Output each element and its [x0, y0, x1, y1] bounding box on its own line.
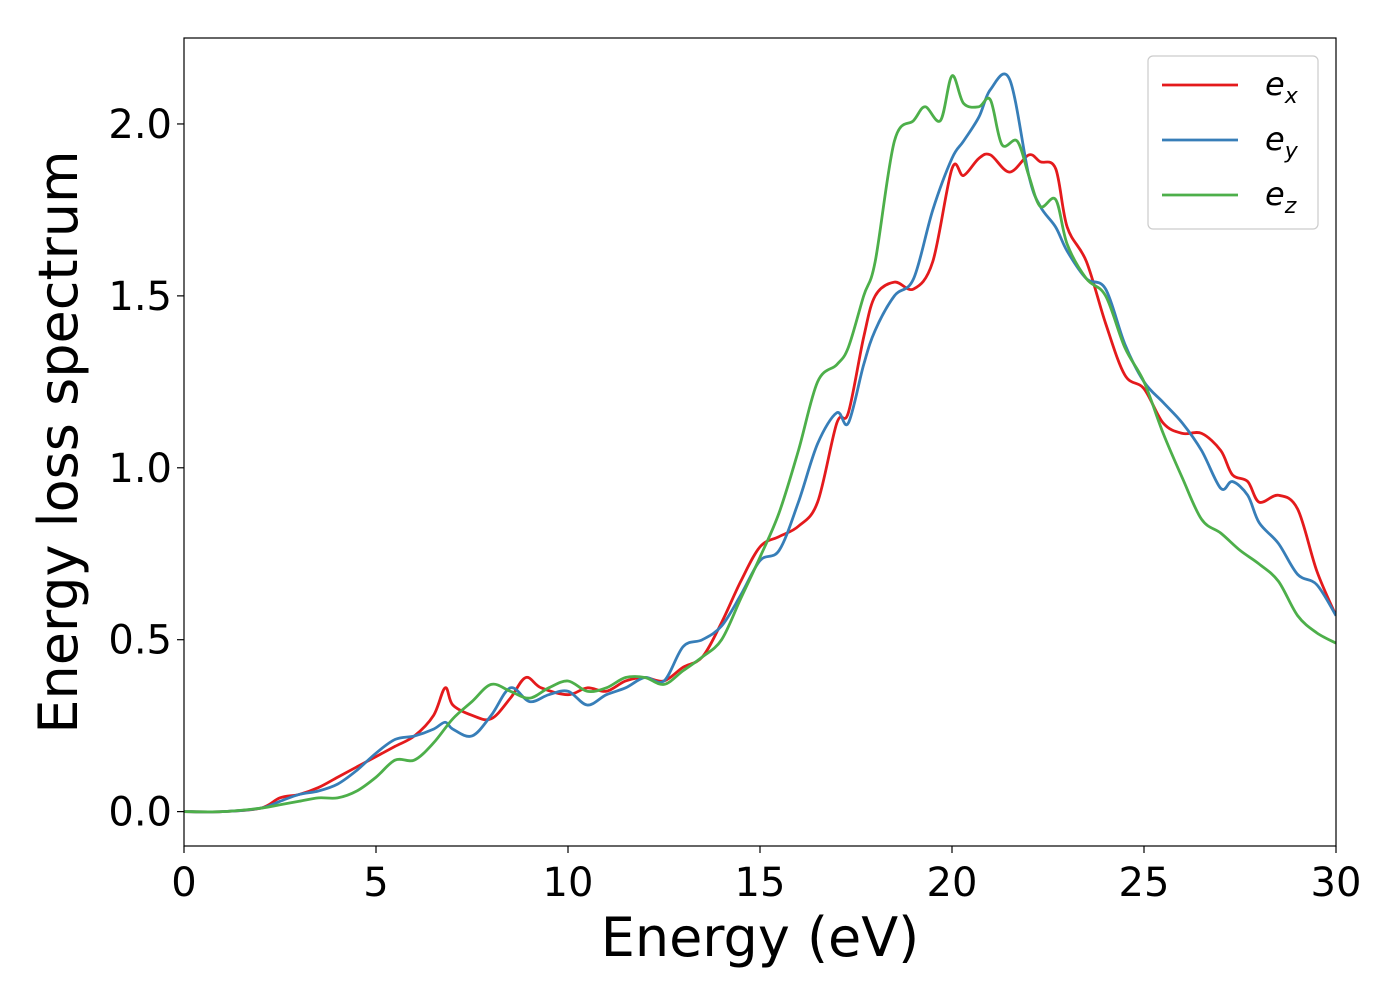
y-tick-label: 1.5	[108, 274, 172, 320]
y-tick-label: 2.0	[108, 102, 172, 148]
legend: ex ey ez	[1147, 55, 1319, 230]
y-tick-label: 0.5	[108, 618, 172, 664]
x-tick-label: 0	[171, 860, 196, 906]
x-axis-ticks: 0 5 10 15 20 25 30	[171, 846, 1361, 906]
y-tick-label: 0.0	[108, 790, 172, 836]
legend-label-z: ez	[1265, 175, 1297, 219]
legend-label-x: ex	[1265, 65, 1299, 109]
series-line-y	[184, 72, 1336, 814]
plot-background	[184, 38, 1336, 846]
x-tick-label: 30	[1311, 860, 1362, 906]
y-axis-ticks: 0.0 0.5 1.0 1.5 2.0	[108, 102, 184, 836]
x-axis-label: Energy (eV)	[601, 906, 920, 969]
y-tick-label: 1.0	[108, 446, 172, 492]
y-axis-label: Energy loss spectrum	[27, 150, 90, 733]
legend-label-y: ey	[1265, 120, 1299, 164]
x-tick-label: 15	[735, 860, 786, 906]
x-tick-label: 5	[363, 860, 388, 906]
series-line-z	[184, 74, 1336, 814]
series-layer	[184, 72, 1336, 814]
legend-box	[1147, 55, 1319, 230]
x-tick-label: 25	[1119, 860, 1170, 906]
x-tick-label: 10	[543, 860, 594, 906]
x-tick-label: 20	[927, 860, 978, 906]
